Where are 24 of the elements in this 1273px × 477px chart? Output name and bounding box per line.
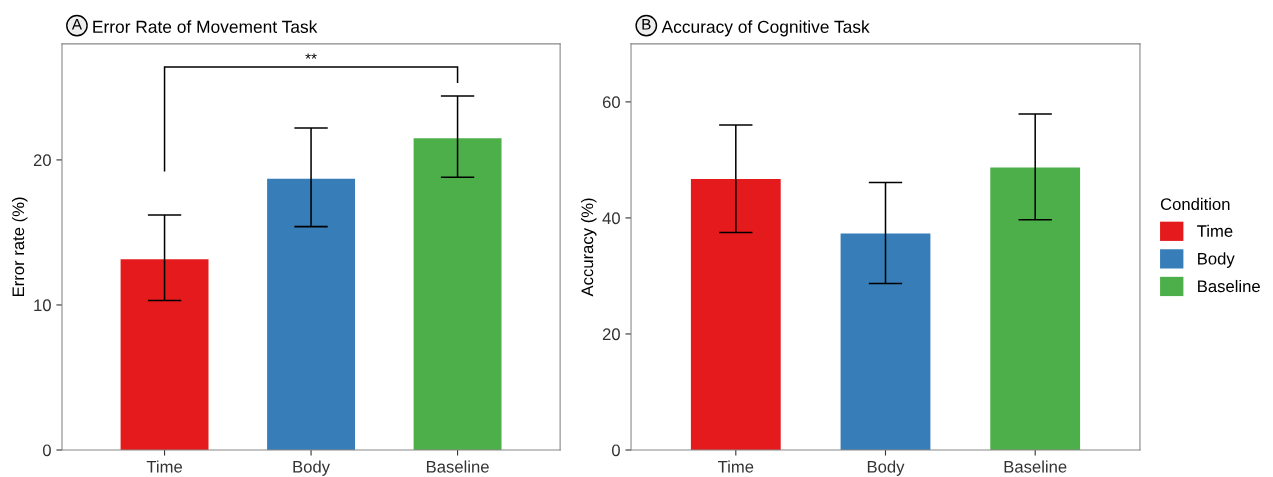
- x-tick-label: Baseline: [426, 460, 489, 473]
- y-tick-label: 10: [34, 299, 51, 312]
- x-tick-label: Body: [867, 460, 905, 476]
- y-tick-label: 0: [611, 444, 620, 457]
- y-axis-title: Accuracy (%): [580, 198, 597, 297]
- y-tick-label: 0: [42, 444, 51, 457]
- chart-title: Accuracy of Cognitive Task: [661, 20, 870, 37]
- legend-label: Body: [1198, 252, 1235, 268]
- legend-label: Baseline: [1198, 279, 1260, 293]
- y-tick-label: 40: [602, 212, 620, 225]
- annotation: **: [305, 53, 317, 59]
- x-tick-label: Baseline: [1004, 460, 1067, 473]
- y-axis-title: Error rate (%): [11, 197, 28, 297]
- y-tick-label: 60: [602, 96, 620, 109]
- x-tick-label: Time: [717, 460, 754, 473]
- y-tick-label: 20: [33, 154, 51, 167]
- chart-title: Error Rate of Movement Task: [93, 20, 318, 33]
- y-tick-label: 20: [602, 328, 620, 341]
- text: B: [642, 19, 651, 30]
- x-tick-label: Time: [146, 460, 183, 473]
- text: A: [71, 19, 82, 30]
- x-tick-label: Body: [293, 460, 331, 476]
- legend-label: Time: [1197, 224, 1233, 237]
- legend-title: Condition: [1160, 197, 1230, 211]
